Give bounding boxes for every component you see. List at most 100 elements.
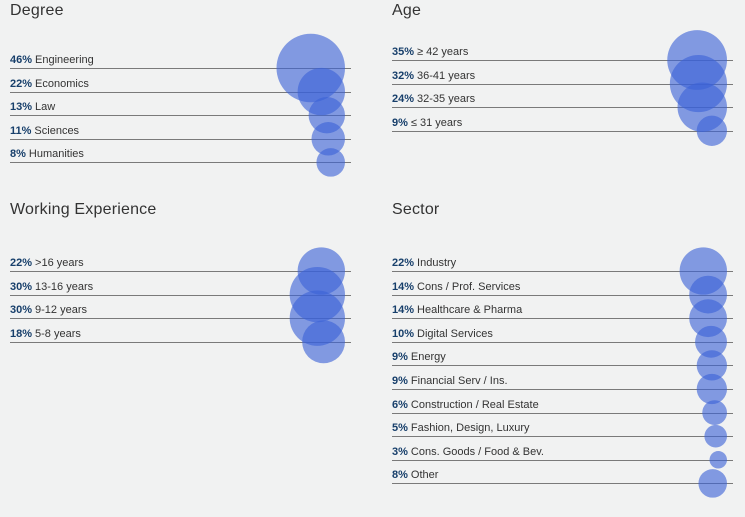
category-label: Construction / Real Estate (410, 398, 539, 411)
row-label: 8% Other (392, 469, 438, 481)
percent-value: 18% (10, 327, 33, 340)
row-divider (10, 318, 351, 320)
category-label: Industry (417, 257, 457, 269)
row-label: 5% Fashion, Design, Luxury (392, 422, 530, 434)
category-label: Sciences (34, 124, 80, 137)
list-item: 3% Cons. Goods / Food & Bev. (392, 437, 733, 461)
percent-value: 9% (392, 116, 408, 129)
bubble-mark (709, 451, 727, 469)
row-label: 22% Economics (10, 78, 89, 90)
percent-value: 13% (10, 101, 33, 114)
bubble-mark (704, 424, 727, 448)
category-label: 13-16 years (35, 280, 94, 293)
percent-value: 8% (392, 469, 408, 482)
panel-title: Degree (10, 2, 64, 19)
row-label: 11% Sciences (10, 125, 79, 137)
percent-value: 8% (10, 148, 26, 161)
row-label: 14% Healthcare & Pharma (392, 304, 522, 316)
list-item: 22% Industry (392, 248, 733, 272)
row-label: 18% 5-8 years (10, 328, 81, 340)
category-label: Financial Serv / Ins. (410, 375, 508, 387)
row-divider (10, 341, 351, 343)
category-label: ≥ 42 years (417, 46, 469, 58)
row-label: 46% Engineering (10, 54, 94, 66)
category-label: >16 years (35, 257, 84, 269)
panel-title: Age (392, 2, 422, 19)
panel-title: Sector (392, 201, 440, 218)
row-label: 30% 13-16 years (10, 281, 93, 293)
list-item: 22% >16 years (10, 248, 351, 272)
bubble-layer (679, 247, 727, 498)
row-divider (392, 318, 733, 320)
category-label: Healthcare & Pharma (417, 304, 523, 317)
list-item: 9% Energy (392, 342, 733, 367)
row-divider (10, 162, 351, 164)
row-divider (392, 412, 733, 414)
row-divider (10, 115, 351, 117)
list-item: 14% Cons / Prof. Services (392, 272, 733, 296)
bubble-layer (667, 30, 727, 146)
bubble-layer (276, 33, 346, 177)
percent-value: 10% (392, 327, 415, 340)
percent-value: 30% (10, 304, 33, 317)
row-label: 8% Humanities (10, 148, 84, 160)
row-divider (392, 130, 733, 132)
category-label: Digital Services (417, 327, 493, 340)
list-item: 8% Humanities (10, 139, 351, 164)
category-label: 5-8 years (35, 327, 81, 340)
category-label: Economics (35, 77, 89, 90)
row-divider (10, 68, 351, 69)
row-divider (392, 365, 733, 367)
row-label: 22% Industry (392, 257, 456, 269)
bubble-mark (696, 350, 727, 381)
row-label: 14% Cons / Prof. Services (392, 281, 520, 293)
list-item: 9% ≤ 31 years (392, 108, 733, 132)
list-item: 30% 9-12 years (10, 295, 351, 320)
percent-value: 9% (392, 351, 408, 364)
list-item: 9% Financial Serv / Ins. (392, 366, 733, 390)
percent-value: 14% (392, 280, 415, 293)
list-item: 13% Law (10, 92, 351, 117)
category-label: Energy (410, 351, 446, 364)
percent-value: 22% (10, 77, 33, 90)
category-label: Cons / Prof. Services (417, 280, 521, 293)
category-label: Fashion, Design, Luxury (410, 422, 530, 435)
row-label: 9% ≤ 31 years (392, 117, 462, 129)
list-item: 22% Economics (10, 69, 351, 93)
bubble-mark (695, 325, 727, 358)
row-label: 13% Law (10, 101, 55, 113)
category-label: 9-12 years (35, 304, 88, 317)
row-label: 9% Energy (392, 351, 446, 363)
category-label: 36-41 years (417, 69, 476, 82)
row-label: 6% Construction / Real Estate (392, 399, 539, 411)
row-divider (392, 60, 733, 61)
row-divider (392, 436, 733, 438)
row-label: 9% Financial Serv / Ins. (392, 375, 508, 387)
bubble-mark (696, 115, 727, 146)
list-item: 18% 5-8 years (10, 319, 351, 343)
list-item: 10% Digital Services (392, 319, 733, 343)
percent-value: 14% (392, 304, 415, 317)
row-divider (10, 91, 351, 93)
panel-title: Working Experience (10, 201, 157, 218)
bubble-mark (702, 400, 727, 425)
row-label: 35% ≥ 42 years (392, 46, 468, 58)
percent-value: 22% (10, 257, 33, 269)
category-label: Other (410, 469, 439, 482)
percent-value: 32% (392, 69, 415, 82)
percent-value: 11% (10, 124, 32, 137)
bubble-mark (696, 373, 727, 405)
percent-value: 30% (10, 280, 33, 293)
percent-value: 3% (392, 445, 408, 458)
row-divider (392, 341, 733, 343)
category-label: Engineering (35, 54, 94, 66)
row-divider (392, 107, 733, 109)
row-divider (10, 271, 351, 272)
row-label: 30% 9-12 years (10, 304, 87, 316)
row-divider (392, 459, 733, 461)
category-label: 32-35 years (417, 93, 476, 106)
category-label: Cons. Goods / Food & Bev. (410, 445, 544, 458)
list-item: 46% Engineering (10, 45, 351, 69)
category-label: Law (35, 101, 56, 114)
row-label: 24% 32-35 years (392, 93, 475, 105)
